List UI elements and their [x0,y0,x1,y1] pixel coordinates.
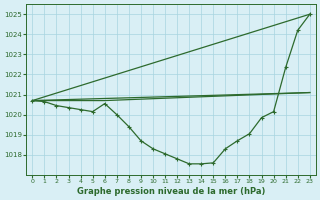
X-axis label: Graphe pression niveau de la mer (hPa): Graphe pression niveau de la mer (hPa) [77,187,265,196]
